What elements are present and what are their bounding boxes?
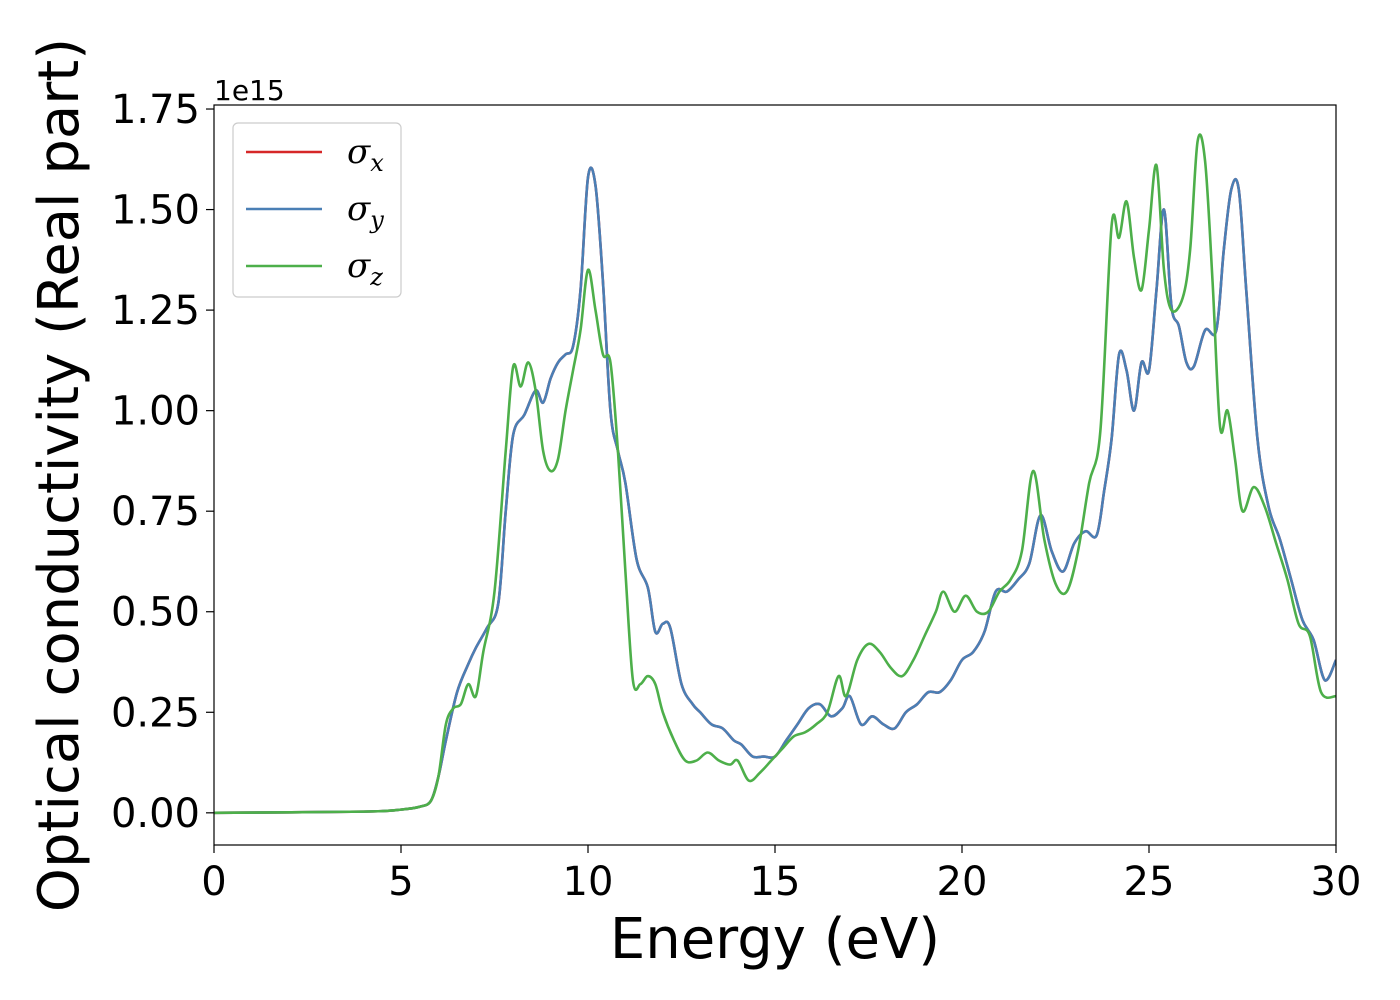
- y-tick-label: 0.75: [111, 489, 200, 535]
- y-tick-label: 0.00: [111, 791, 200, 837]
- series-line-z: [214, 133, 1336, 815]
- legend-label-x: σx: [347, 132, 384, 177]
- y-tick-label: 1.75: [111, 87, 200, 133]
- x-tick-label: 5: [388, 859, 413, 905]
- x-tick-label: 0: [201, 859, 226, 905]
- y-tick-label: 0.50: [111, 590, 200, 636]
- y-offset-label: 1e15: [214, 74, 285, 107]
- y-tick-label: 1.50: [111, 188, 200, 234]
- axes: 0 5 10 15 20 25 30 0.00 0.25 0.50 0.75 1.00 1.25 1.50…: [111, 87, 1362, 905]
- y-axis-title: Optical conductivity (Real part): [27, 38, 92, 912]
- x-tick-label: 30: [1311, 859, 1362, 905]
- x-tick-label: 20: [937, 859, 988, 905]
- legend: σx σy σz: [232, 122, 402, 298]
- y-tick-label: 0.25: [111, 690, 200, 736]
- series-line-y: [214, 166, 1336, 815]
- plot-area: [214, 133, 1336, 815]
- legend-label-z: σz: [347, 246, 383, 291]
- x-tick-label: 10: [563, 859, 614, 905]
- x-axis-title: Energy (eV): [610, 907, 940, 972]
- x-tick-label: 15: [750, 859, 801, 905]
- legend-label-y: σy: [347, 189, 384, 234]
- y-tick-label: 1.25: [111, 288, 200, 334]
- x-tick-label: 25: [1124, 859, 1175, 905]
- y-tick-label: 1.00: [111, 389, 200, 435]
